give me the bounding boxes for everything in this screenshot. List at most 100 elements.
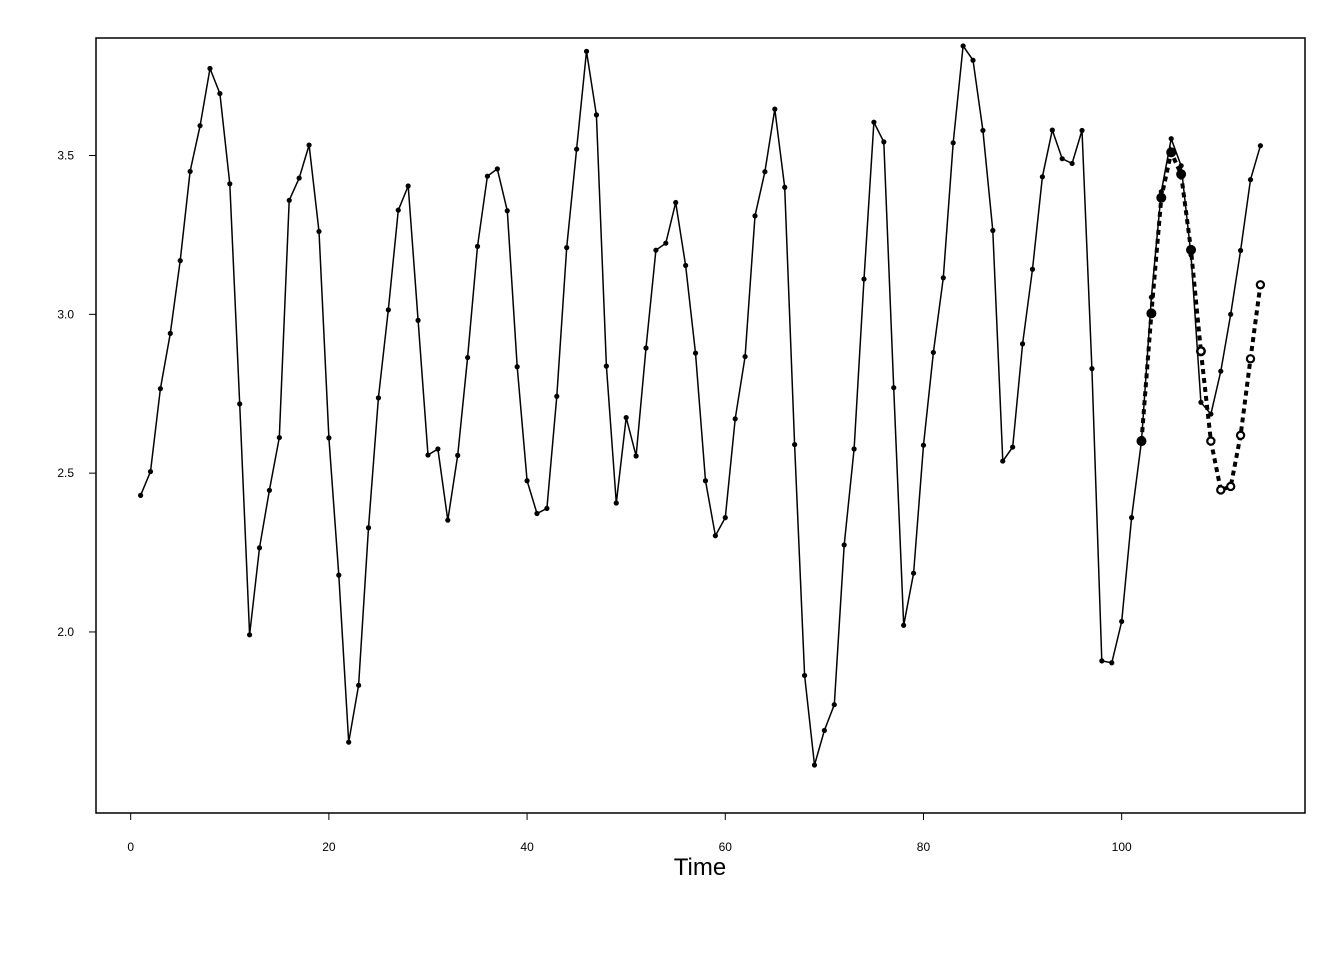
series-1-point xyxy=(1228,311,1234,317)
series-1-line xyxy=(139,43,1262,766)
series-1-point xyxy=(772,106,778,112)
series-1-point xyxy=(1059,156,1065,162)
series-1-point xyxy=(455,452,461,458)
series-1-point xyxy=(157,386,164,392)
series-1-point xyxy=(326,435,332,441)
series-1-point xyxy=(702,478,709,484)
series-1-point xyxy=(375,395,382,401)
y-tick-label: 2.5 xyxy=(57,466,74,480)
series-1-point xyxy=(673,199,679,206)
x-tick-label: 100 xyxy=(1112,840,1132,854)
series-1-point xyxy=(336,572,342,578)
series-1-point xyxy=(197,123,203,129)
series-1-point xyxy=(901,622,907,628)
series-1-point xyxy=(514,364,520,370)
series-1-point xyxy=(286,197,292,203)
series-1-point xyxy=(742,353,748,360)
series-1-point xyxy=(861,276,867,282)
series-1-point xyxy=(583,48,590,54)
forecast-open-point xyxy=(1206,436,1216,446)
series-1-point xyxy=(574,146,580,152)
series-1-point xyxy=(752,213,758,219)
series-1-point xyxy=(187,168,193,175)
series-1-point xyxy=(256,545,263,551)
series-1-point xyxy=(1089,366,1095,372)
forecast-filled-point xyxy=(1186,244,1197,255)
series-1-point xyxy=(1119,618,1125,625)
series-1-point xyxy=(1039,174,1045,180)
series-1-point xyxy=(564,245,570,251)
series-1-point xyxy=(712,533,718,539)
series-1-point xyxy=(643,345,649,351)
series-layer xyxy=(137,43,1266,768)
series-1-point xyxy=(831,702,837,708)
series-1-point xyxy=(534,510,540,517)
series-1-point xyxy=(554,393,560,399)
forecast-open-point xyxy=(1196,346,1206,356)
series-1-point xyxy=(306,142,312,148)
series-1-point xyxy=(1247,177,1254,183)
series-1-point xyxy=(405,183,411,189)
series-1-point xyxy=(623,414,629,421)
series-1-point xyxy=(762,169,768,175)
series-1-point xyxy=(722,515,728,521)
series-1-point xyxy=(990,227,996,234)
series-1-point xyxy=(633,453,639,459)
series-1-point xyxy=(950,140,956,146)
series-1-point xyxy=(356,682,362,688)
series-1-point xyxy=(960,43,966,49)
series-1-point xyxy=(881,139,887,145)
series-1-point xyxy=(1029,266,1036,272)
x-tick-label: 80 xyxy=(917,840,931,854)
series-1-point xyxy=(474,243,481,249)
series-1-point xyxy=(385,307,391,313)
series-1-point xyxy=(1019,341,1026,347)
series-1-point xyxy=(504,208,510,214)
forecast-filled-point xyxy=(1136,436,1147,447)
series-1-point xyxy=(910,570,917,576)
series-1-point xyxy=(484,173,491,179)
series-1-point xyxy=(1168,136,1174,142)
series-1-point xyxy=(346,739,352,745)
series-1-point xyxy=(524,478,530,484)
x-tick-label: 60 xyxy=(719,840,733,854)
series-1-point xyxy=(1128,515,1135,521)
x-axis-title: Time xyxy=(674,854,726,881)
plot-frame xyxy=(95,37,1306,814)
y-axis: 2.0 2.5 3.0 3.5 xyxy=(57,149,96,639)
x-axis: 0 20 40 60 80 100 xyxy=(127,813,1132,854)
series-1-point xyxy=(782,184,788,190)
x-tick-label: 40 xyxy=(520,840,534,854)
series-1-point xyxy=(296,175,302,181)
x-tick-label: 20 xyxy=(322,840,336,854)
forecast-open-point xyxy=(1245,354,1256,364)
series-1-point xyxy=(494,166,500,172)
forecast-filled-point xyxy=(1166,147,1177,158)
series-1-point xyxy=(465,354,471,361)
y-tick-label: 3.0 xyxy=(57,307,74,321)
forecast-filled-point xyxy=(1156,192,1167,203)
series-1-point xyxy=(266,487,273,493)
series-1-point xyxy=(167,330,173,336)
series-1-point xyxy=(871,119,877,125)
series-1-point xyxy=(177,258,183,264)
series-1-point xyxy=(247,632,253,638)
series-1-point xyxy=(613,500,619,506)
forecast-open-point xyxy=(1225,481,1236,492)
forecast-filled-point xyxy=(1146,308,1157,319)
series-1-point xyxy=(891,385,897,391)
series-1-point xyxy=(1218,368,1224,374)
series-1-point xyxy=(801,672,808,679)
series-1-point xyxy=(207,65,213,72)
series-1-point xyxy=(415,317,421,323)
series-1-point xyxy=(970,57,976,63)
series-1-point xyxy=(395,207,401,213)
series-1-point xyxy=(425,452,431,458)
series-1-point xyxy=(1237,247,1244,254)
series-1-point xyxy=(930,349,936,356)
series-1-point xyxy=(1099,658,1105,664)
series-1-point xyxy=(237,401,243,407)
series-1-point xyxy=(683,262,689,269)
